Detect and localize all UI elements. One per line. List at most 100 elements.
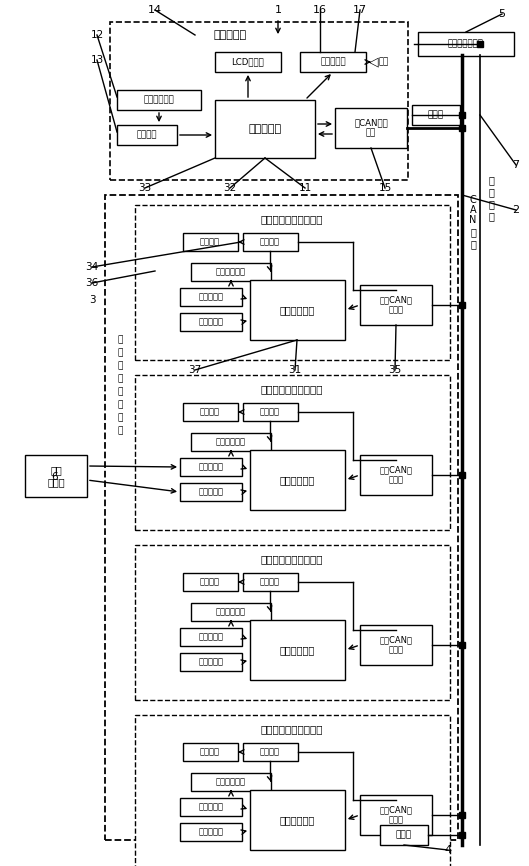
Text: 照明元件: 照明元件 — [200, 237, 220, 247]
Bar — [243, 743, 298, 761]
Text: 35: 35 — [388, 365, 402, 375]
Text: 34: 34 — [85, 262, 98, 272]
Text: 接口电路: 接口电路 — [137, 131, 157, 139]
Text: 可扩展接口: 可扩展接口 — [198, 828, 223, 837]
Text: 语音处理器: 语音处理器 — [320, 57, 346, 67]
Bar — [243, 233, 298, 251]
Text: 点: 点 — [117, 348, 123, 358]
Text: 节点CAN接
口电路: 节点CAN接 口电路 — [379, 636, 413, 655]
Text: 操纵杆和按键: 操纵杆和按键 — [144, 95, 175, 105]
Bar — [360, 625, 432, 665]
Text: 导线状态检测器: 导线状态检测器 — [448, 40, 484, 48]
Bar — [180, 288, 242, 306]
Text: 主微处理器: 主微处理器 — [249, 124, 281, 134]
Text: 系: 系 — [117, 413, 123, 423]
Text: 照明元件: 照明元件 — [200, 578, 220, 586]
Bar — [191, 263, 271, 281]
Text: 驱动电路: 驱动电路 — [260, 408, 280, 417]
Text: 线: 线 — [488, 211, 494, 221]
Text: 电流检测电路: 电流检测电路 — [216, 608, 246, 617]
Bar — [380, 825, 428, 845]
Text: 节点CAN接
口电路: 节点CAN接 口电路 — [379, 465, 413, 485]
Text: 驱动电路: 驱动电路 — [260, 578, 280, 586]
Text: 可扩展驱动: 可扩展驱动 — [198, 462, 223, 471]
Text: 照明元件: 照明元件 — [200, 747, 220, 757]
Bar — [135, 375, 450, 530]
Text: 13: 13 — [90, 55, 104, 65]
Text: 11: 11 — [298, 183, 312, 193]
Text: 可扩展接口: 可扩展接口 — [198, 488, 223, 496]
Text: 终端器: 终端器 — [428, 111, 444, 120]
Bar — [250, 790, 345, 850]
Text: 节点CAN接
口电路: 节点CAN接 口电路 — [379, 295, 413, 314]
Bar — [180, 798, 242, 816]
Text: 线: 线 — [470, 239, 476, 249]
Bar — [250, 280, 345, 340]
Text: 17: 17 — [353, 5, 367, 15]
Bar — [250, 620, 345, 680]
Text: 节点CAN接
口电路: 节点CAN接 口电路 — [379, 805, 413, 824]
Text: 电流检测电路: 电流检测电路 — [216, 437, 246, 447]
Bar — [412, 105, 460, 125]
Bar — [191, 603, 271, 621]
Text: 可扩展驱动: 可扩展驱动 — [198, 632, 223, 642]
Text: 电: 电 — [488, 175, 494, 185]
Text: 节: 节 — [117, 335, 123, 345]
Text: 驱动电路: 驱动电路 — [260, 237, 280, 247]
Text: 5: 5 — [498, 9, 506, 19]
Bar — [335, 108, 407, 148]
Bar — [300, 52, 366, 72]
Text: 12: 12 — [90, 30, 104, 40]
Text: 源: 源 — [488, 187, 494, 197]
Bar — [183, 233, 238, 251]
Text: 总: 总 — [470, 227, 476, 237]
Text: 31: 31 — [288, 365, 302, 375]
Bar — [117, 90, 201, 110]
Text: C: C — [470, 195, 477, 205]
Bar — [25, 455, 87, 497]
Text: 电流检测电路: 电流检测电路 — [216, 778, 246, 786]
Bar — [117, 125, 177, 145]
Bar — [215, 100, 315, 158]
Text: 主CAN接口
电路: 主CAN接口 电路 — [354, 119, 388, 138]
Text: LCD显示屏: LCD显示屏 — [232, 57, 264, 67]
Text: 导: 导 — [488, 199, 494, 209]
Text: 汽车左后照明控制系统: 汽车左后照明控制系统 — [261, 554, 323, 564]
Text: 7: 7 — [513, 160, 519, 170]
Text: 照: 照 — [117, 361, 123, 371]
Text: 制: 制 — [117, 400, 123, 410]
Text: 33: 33 — [139, 183, 152, 193]
Bar — [180, 483, 242, 501]
Text: 统: 统 — [117, 426, 123, 436]
Bar — [105, 195, 458, 840]
Bar — [250, 450, 345, 510]
Text: 15: 15 — [378, 183, 391, 193]
Bar — [215, 52, 281, 72]
Bar — [135, 205, 450, 360]
Text: 温度
探测器: 温度 探测器 — [47, 465, 65, 487]
Text: 可扩展接口: 可扩展接口 — [198, 318, 223, 326]
Text: 可扩展接口: 可扩展接口 — [198, 657, 223, 667]
Bar — [360, 795, 432, 835]
Text: 6: 6 — [52, 472, 58, 482]
Bar — [360, 455, 432, 495]
Text: 汽车右前照明控制系统: 汽车右前照明控制系统 — [261, 384, 323, 394]
Text: N: N — [469, 215, 477, 225]
Bar — [180, 458, 242, 476]
Text: 节点微处理器: 节点微处理器 — [279, 475, 315, 485]
Text: 32: 32 — [223, 183, 236, 193]
Bar — [135, 545, 450, 700]
Bar — [183, 743, 238, 761]
Bar — [180, 653, 242, 671]
Bar — [180, 313, 242, 331]
Text: 可扩展驱动: 可扩展驱动 — [198, 293, 223, 301]
Text: 节点微处理器: 节点微处理器 — [279, 645, 315, 655]
Bar — [191, 433, 271, 451]
Text: 汽车左前照明控制系统: 汽车左前照明控制系统 — [261, 214, 323, 224]
Bar — [135, 715, 450, 866]
Bar — [180, 823, 242, 841]
Text: 2: 2 — [513, 205, 519, 215]
Text: ◁: ◁ — [369, 55, 379, 68]
Bar — [418, 32, 514, 56]
Bar — [183, 573, 238, 591]
